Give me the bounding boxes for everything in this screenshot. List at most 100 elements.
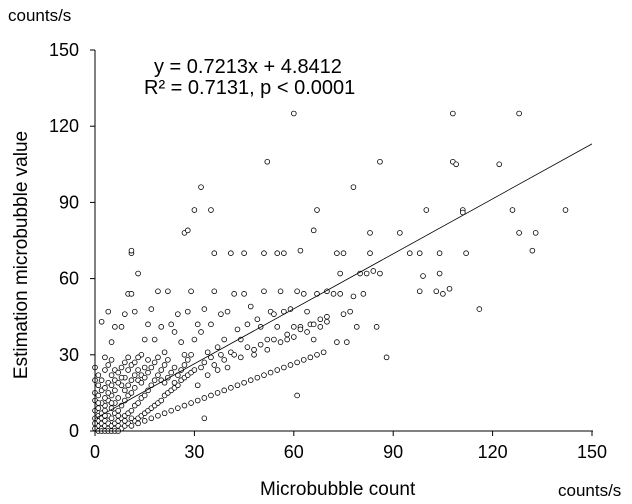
- data-point: [353, 324, 360, 330]
- data-point: [115, 369, 121, 376]
- data-point: [188, 400, 194, 406]
- data-point: [423, 207, 430, 213]
- data-point: [237, 354, 244, 361]
- data-point: [241, 291, 247, 297]
- data-point: [251, 346, 257, 353]
- data-point: [350, 293, 357, 300]
- x-axis-unit: counts/s: [558, 481, 622, 500]
- data-point: [214, 367, 221, 373]
- data-point: [184, 227, 191, 234]
- data-point: [204, 372, 211, 378]
- data-point: [131, 359, 138, 366]
- data-point: [148, 415, 155, 422]
- data-point: [138, 379, 145, 386]
- data-point: [191, 336, 198, 343]
- data-point: [108, 339, 115, 345]
- data-point: [98, 377, 105, 384]
- data-point: [320, 349, 327, 356]
- y-tick-label: 90: [59, 192, 79, 212]
- data-point: [161, 410, 168, 417]
- data-point: [141, 392, 148, 399]
- data-point: [377, 158, 383, 165]
- data-point: [221, 336, 228, 343]
- data-point: [281, 364, 287, 371]
- data-point: [294, 392, 300, 399]
- data-point: [383, 354, 390, 361]
- data-point: [337, 270, 343, 277]
- data-point: [175, 405, 181, 411]
- data-point: [118, 324, 125, 330]
- data-point: [122, 311, 128, 317]
- data-point: [310, 336, 317, 343]
- data-point: [294, 359, 300, 366]
- data-point: [406, 250, 413, 257]
- data-point: [102, 367, 108, 373]
- data-point: [158, 397, 165, 404]
- data-point: [330, 291, 337, 297]
- data-point: [254, 316, 261, 323]
- data-point: [151, 359, 158, 366]
- x-tick-label: 150: [577, 442, 607, 462]
- data-point: [317, 316, 324, 323]
- data-point: [201, 395, 208, 401]
- data-point: [102, 395, 108, 401]
- data-point: [135, 354, 141, 361]
- data-point: [231, 351, 237, 358]
- data-point: [188, 351, 194, 358]
- data-point: [261, 372, 267, 378]
- x-tick-label: 120: [478, 442, 508, 462]
- data-point: [324, 313, 330, 320]
- data-point: [300, 357, 307, 363]
- x-tick-label: 30: [184, 442, 204, 462]
- x-axis-label: Microbubble count: [260, 479, 416, 500]
- data-point: [95, 392, 102, 399]
- data-point: [208, 321, 214, 328]
- data-point: [168, 369, 175, 376]
- data-point: [310, 227, 317, 234]
- data-point: [181, 351, 188, 358]
- data-point: [241, 250, 247, 257]
- data-point: [221, 357, 228, 363]
- data-point: [105, 390, 112, 396]
- data-point: [141, 336, 148, 343]
- data-point: [125, 382, 131, 389]
- data-point: [165, 357, 171, 363]
- data-point: [128, 390, 135, 396]
- data-point: [274, 250, 281, 257]
- data-point: [175, 311, 181, 317]
- data-point: [218, 311, 224, 317]
- data-point: [307, 354, 314, 361]
- data-point: [363, 270, 370, 277]
- data-point: [115, 395, 121, 401]
- data-point: [155, 412, 161, 419]
- data-point: [161, 349, 168, 356]
- data-point: [102, 385, 108, 391]
- data-point: [108, 400, 115, 406]
- y-tick-label: 120: [49, 116, 79, 136]
- data-point: [141, 364, 148, 371]
- data-point: [211, 288, 218, 295]
- data-point: [108, 415, 115, 422]
- data-point: [314, 207, 320, 213]
- data-point: [158, 324, 165, 330]
- data-point: [184, 357, 191, 363]
- data-point: [450, 110, 456, 117]
- data-point: [271, 311, 277, 317]
- data-point: [274, 324, 281, 330]
- data-point: [122, 387, 128, 394]
- data-point: [194, 321, 201, 328]
- data-point: [446, 285, 453, 292]
- data-point: [310, 321, 317, 328]
- data-point: [105, 362, 112, 368]
- data-point: [360, 291, 367, 297]
- data-point: [324, 318, 330, 325]
- data-point: [274, 367, 281, 373]
- data-point: [108, 372, 115, 378]
- data-point: [337, 291, 343, 297]
- data-point: [294, 288, 300, 295]
- data-point: [373, 324, 380, 330]
- data-point: [440, 291, 446, 297]
- data-point: [135, 367, 141, 373]
- data-point: [155, 288, 161, 295]
